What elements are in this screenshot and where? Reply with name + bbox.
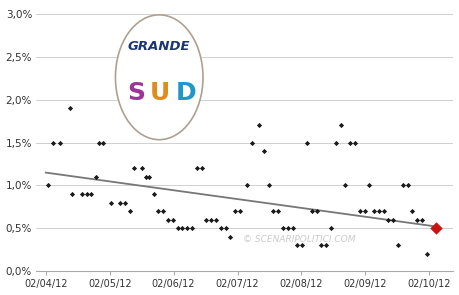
Point (317, 243, 325, 248)
Point (293, 243, 301, 248)
Point (78, 192, 85, 196)
Point (95, 140, 102, 145)
Point (179, 226, 186, 231)
Point (45, 183, 52, 188)
Point (417, 217, 425, 222)
Point (92, 175, 100, 179)
Point (142, 175, 150, 179)
Point (193, 166, 200, 171)
Point (327, 226, 334, 231)
Point (212, 217, 219, 222)
Point (369, 209, 377, 214)
Point (432, 226, 439, 231)
Point (279, 226, 286, 231)
Point (183, 226, 190, 231)
Text: D: D (176, 81, 196, 105)
Text: U: U (150, 81, 170, 105)
Point (269, 209, 276, 214)
Point (202, 217, 210, 222)
Point (298, 243, 305, 248)
Point (243, 183, 250, 188)
Point (322, 243, 329, 248)
Point (331, 140, 339, 145)
Point (88, 192, 95, 196)
Point (100, 140, 107, 145)
Point (159, 209, 167, 214)
Point (121, 200, 128, 205)
Point (197, 166, 205, 171)
Point (422, 252, 430, 256)
Point (106, 200, 114, 205)
Point (389, 217, 396, 222)
Point (264, 183, 272, 188)
Point (284, 226, 291, 231)
Point (379, 209, 386, 214)
Point (188, 226, 195, 231)
Point (398, 183, 406, 188)
Text: S: S (127, 81, 145, 105)
Point (83, 192, 90, 196)
Point (260, 149, 267, 153)
Point (174, 226, 181, 231)
Point (308, 209, 315, 214)
Point (221, 226, 229, 231)
Point (312, 209, 319, 214)
Point (207, 217, 214, 222)
Point (274, 209, 281, 214)
Point (403, 183, 410, 188)
Point (413, 217, 420, 222)
Point (236, 209, 243, 214)
Point (393, 243, 401, 248)
Point (336, 123, 343, 128)
Text: GRANDE: GRANDE (128, 40, 190, 53)
Point (365, 183, 372, 188)
Point (116, 200, 123, 205)
Point (49, 140, 56, 145)
Point (164, 217, 171, 222)
Point (68, 192, 76, 196)
Point (248, 140, 255, 145)
Point (375, 209, 382, 214)
Point (150, 192, 157, 196)
Point (351, 140, 358, 145)
Point (66, 106, 73, 111)
Point (408, 209, 415, 214)
Point (355, 209, 363, 214)
Point (384, 217, 392, 222)
Point (56, 140, 64, 145)
Point (217, 226, 224, 231)
Ellipse shape (115, 15, 202, 140)
Point (145, 175, 152, 179)
Point (130, 166, 138, 171)
Point (154, 209, 162, 214)
Point (231, 209, 238, 214)
Text: © SCENARIPOLITICI.COM: © SCENARIPOLITICI.COM (242, 235, 354, 244)
Point (288, 226, 296, 231)
Point (255, 123, 262, 128)
Point (138, 166, 145, 171)
Point (169, 217, 176, 222)
Point (360, 209, 367, 214)
Point (226, 235, 234, 239)
Point (126, 209, 133, 214)
Point (346, 140, 353, 145)
Point (341, 183, 348, 188)
Point (302, 140, 310, 145)
